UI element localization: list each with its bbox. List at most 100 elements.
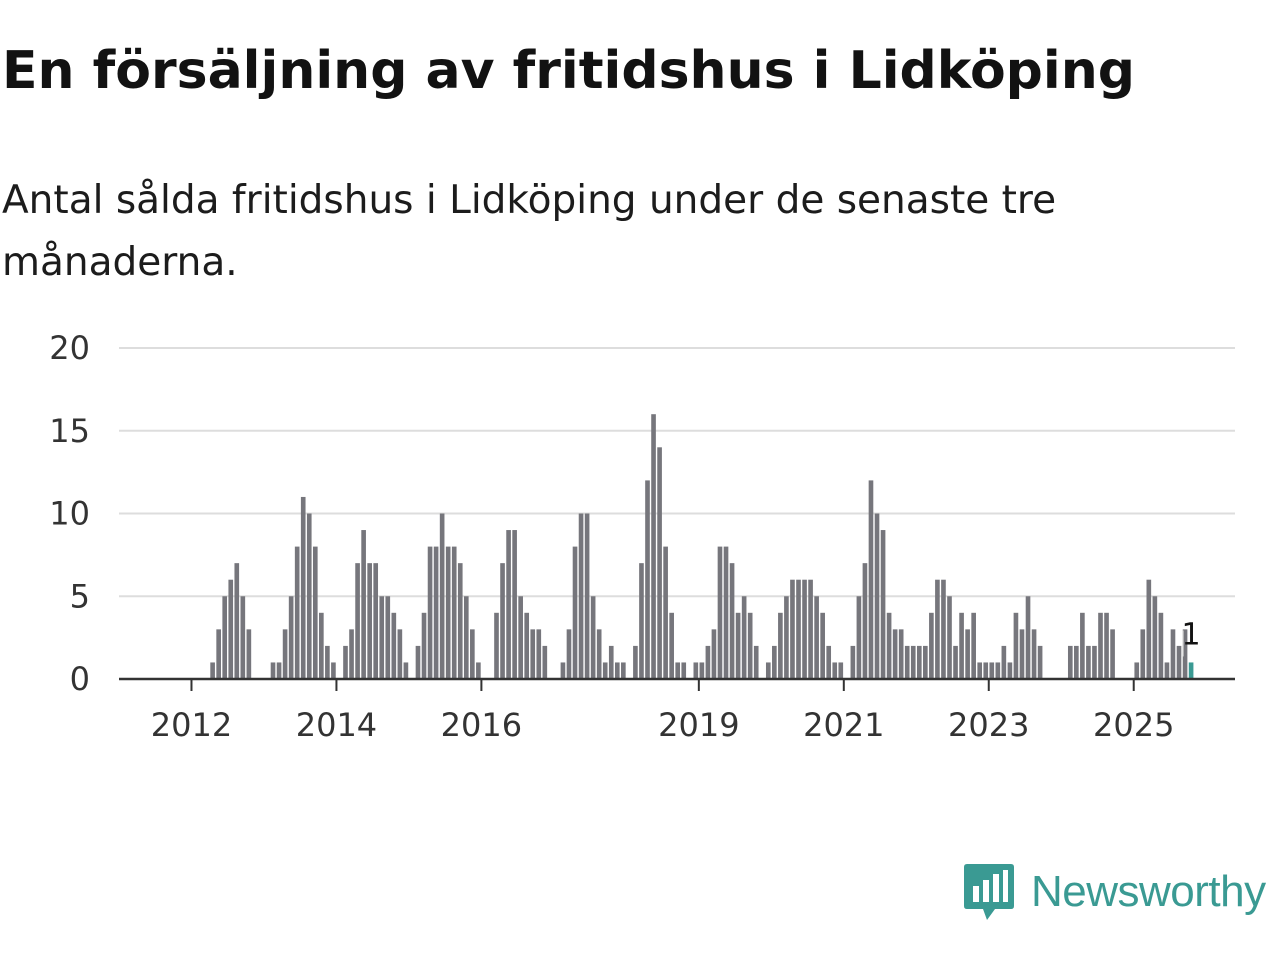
- bar: [234, 563, 240, 679]
- bar: [470, 629, 475, 679]
- bar: [530, 629, 536, 679]
- bar: [608, 645, 614, 679]
- bar: [898, 629, 904, 679]
- bar: [542, 645, 548, 679]
- x-tick-label: 2025: [1093, 706, 1174, 740]
- bar: [602, 662, 608, 679]
- bar: [1098, 612, 1103, 679]
- bar: [566, 629, 572, 679]
- bar: [929, 612, 934, 679]
- bar: [1146, 579, 1152, 679]
- bar: [300, 496, 306, 679]
- bar: [796, 579, 801, 679]
- bar: [784, 596, 789, 679]
- y-tick-label: 10: [49, 495, 90, 533]
- bar: [596, 629, 602, 679]
- y-tick-label: 5: [70, 577, 90, 615]
- bar: [693, 662, 699, 679]
- bar: [373, 563, 379, 679]
- bar: [868, 480, 874, 679]
- x-tick-label: 2019: [658, 706, 739, 740]
- bar: [216, 629, 221, 679]
- bar: [331, 662, 336, 679]
- bar: [935, 579, 940, 679]
- bar: [536, 629, 542, 679]
- bar: [367, 563, 372, 679]
- bar: [778, 612, 783, 679]
- bar: [572, 546, 578, 679]
- bar: [445, 546, 451, 679]
- bar: [959, 612, 964, 679]
- bar: [270, 662, 276, 679]
- bar: [518, 596, 523, 679]
- bar: [892, 629, 898, 679]
- bar: [621, 662, 626, 679]
- bar: [1104, 612, 1109, 679]
- bar: [645, 480, 650, 679]
- bar: [723, 546, 729, 679]
- bar: [325, 645, 330, 679]
- data-label: 1: [1182, 617, 1201, 652]
- bar: [524, 612, 530, 679]
- bar: [886, 612, 892, 679]
- bar: [500, 563, 505, 679]
- bar: [1110, 629, 1115, 679]
- bar: [463, 596, 469, 679]
- bar: [1140, 629, 1146, 679]
- bar: [590, 596, 596, 679]
- bar: [1031, 629, 1037, 679]
- bar: [772, 645, 777, 679]
- bar: [451, 546, 457, 679]
- bar: [210, 662, 215, 679]
- bar: [765, 662, 771, 679]
- bar: [675, 662, 681, 679]
- bar: [1170, 629, 1176, 679]
- bar: [657, 447, 662, 679]
- bar: [729, 563, 735, 679]
- bar: [282, 629, 288, 679]
- bar: [747, 612, 753, 679]
- bar: [814, 596, 819, 679]
- bar: [983, 662, 989, 679]
- bar: [246, 629, 252, 679]
- bar: [856, 596, 862, 679]
- bar: [989, 662, 995, 679]
- bar: [669, 612, 674, 679]
- bar: [790, 579, 795, 679]
- bar: [1037, 645, 1043, 679]
- bar: [904, 645, 910, 679]
- bar: [433, 546, 439, 679]
- bar: [1001, 645, 1007, 679]
- bar: [1074, 645, 1079, 679]
- bar: [1152, 596, 1158, 679]
- bar: [941, 579, 946, 679]
- bar: [639, 563, 644, 679]
- bar: [953, 645, 958, 679]
- bar-highlight: [1188, 662, 1194, 679]
- x-tick-label: 2023: [948, 706, 1029, 740]
- bar: [361, 530, 366, 679]
- bar: [306, 513, 312, 679]
- bar: [651, 414, 656, 679]
- bar: [427, 546, 433, 679]
- bar: [995, 662, 1001, 679]
- bar: [735, 612, 741, 679]
- bar: [439, 513, 445, 679]
- bar: [476, 662, 481, 679]
- bar: [397, 629, 403, 679]
- bar: [880, 530, 886, 679]
- bar: [294, 546, 300, 679]
- x-tick-label: 2014: [296, 706, 377, 740]
- bar: [584, 513, 590, 679]
- x-tick-label: 2012: [151, 706, 232, 740]
- bar: [512, 530, 517, 679]
- bar: [916, 645, 922, 679]
- bar: [838, 662, 844, 679]
- bar: [711, 629, 717, 679]
- bar: [699, 662, 705, 679]
- bar: [319, 612, 324, 679]
- bar: [1158, 612, 1164, 679]
- newsworthy-logo-text: Newsworthy: [1031, 867, 1266, 916]
- bar: [506, 530, 511, 679]
- bar: [1019, 629, 1025, 679]
